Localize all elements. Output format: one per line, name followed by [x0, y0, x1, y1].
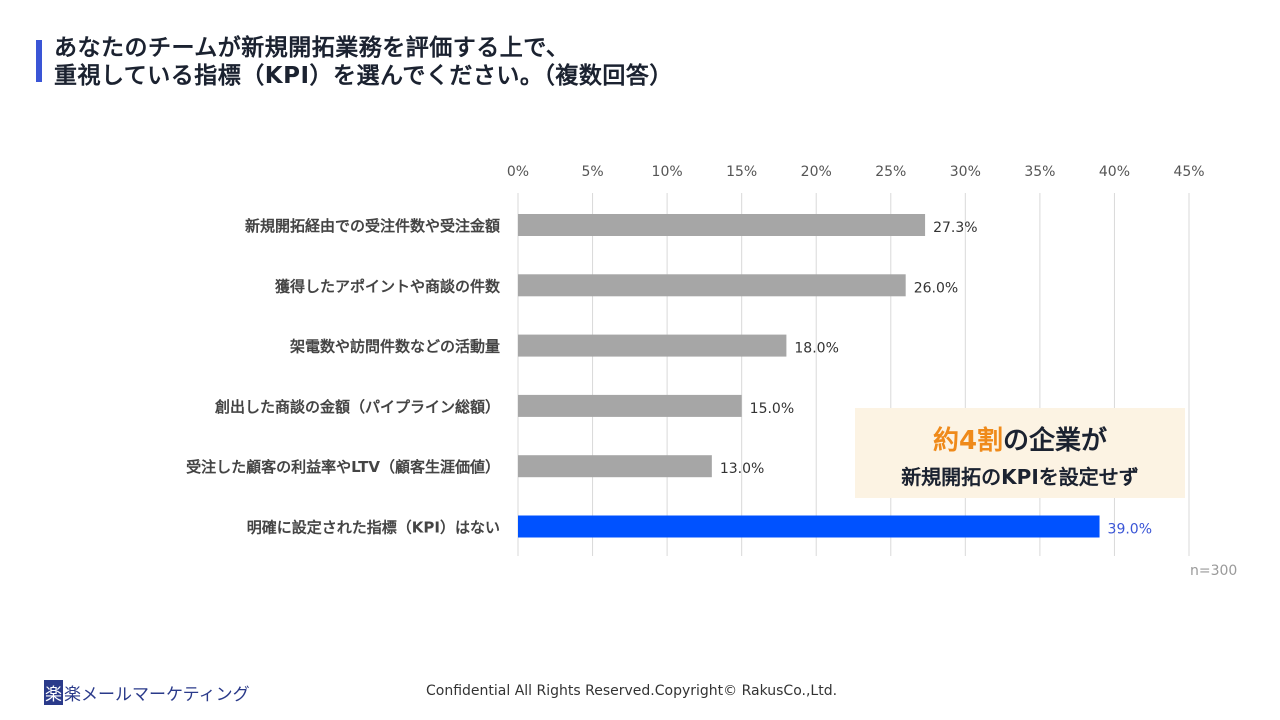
data-label: 18.0%	[794, 341, 838, 357]
title-line-2: 重視している指標（KPI）を選んでください。（複数回答）	[54, 63, 673, 89]
x-tick-label: 30%	[950, 164, 981, 180]
x-tick-label: 20%	[801, 164, 832, 180]
bar-chart: 0% 5% 10% 15% 20% 25% 30% 35% 40% 45% 新規開拓経由での受注件数…	[186, 164, 1205, 556]
data-label: 39.0%	[1108, 522, 1152, 538]
logo: 楽楽メールマーケティング	[44, 680, 250, 705]
category-label: 架電数や訪問件数などの活動量	[289, 338, 500, 356]
callout-highlight: 約4割	[932, 426, 1004, 456]
x-tick-label: 15%	[726, 164, 757, 180]
sample-size: n=300	[1190, 563, 1238, 579]
category-label: 新規開拓経由での受注件数や受注金額	[245, 217, 500, 235]
x-tick-label: 25%	[875, 164, 906, 180]
category-label: 受注した顧客の利益率やLTV（顧客生涯価値）	[186, 458, 500, 476]
x-tick-label: 5%	[581, 164, 603, 180]
title-line-1: あなたのチームが新規開拓業務を評価する上で、	[54, 35, 570, 61]
bar	[518, 214, 926, 236]
copyright: Confidential All Rights Reserved.Copyrig…	[426, 683, 838, 699]
x-tick-label: 45%	[1173, 164, 1204, 180]
x-tick-label: 35%	[1024, 164, 1055, 180]
x-tick-label: 0%	[507, 164, 529, 180]
page-title: あなたのチームが新規開拓業務を評価する上で、 重視している指標（KPI）を選んで…	[54, 34, 673, 90]
x-tick-label: 10%	[652, 164, 683, 180]
callout-box: 約4割の企業が 新規開拓のKPIを設定せず	[855, 408, 1185, 498]
logo-text: 楽メールマーケティング	[64, 685, 250, 705]
callout-line1: の企業が	[1003, 426, 1108, 456]
callout-line2: 新規開拓のKPIを設定せず	[901, 465, 1139, 489]
bar	[518, 334, 787, 357]
data-label: 27.3%	[933, 220, 977, 236]
bar	[518, 394, 742, 417]
category-label: 明確に設定された指標（KPI）はない	[247, 519, 500, 537]
data-label: 13.0%	[720, 461, 764, 477]
bar	[518, 515, 1100, 538]
category-label: 獲得したアポイントや商談の件数	[275, 277, 501, 295]
bar	[518, 274, 906, 297]
title-accent-bar	[36, 40, 42, 82]
data-label: 15.0%	[750, 401, 794, 417]
data-label: 26.0%	[914, 280, 958, 296]
category-label: 創出した商談の金額（パイプライン総額）	[214, 398, 500, 416]
bar	[518, 455, 712, 478]
logo-mark: 楽	[44, 680, 63, 705]
x-tick-label: 40%	[1099, 164, 1130, 180]
